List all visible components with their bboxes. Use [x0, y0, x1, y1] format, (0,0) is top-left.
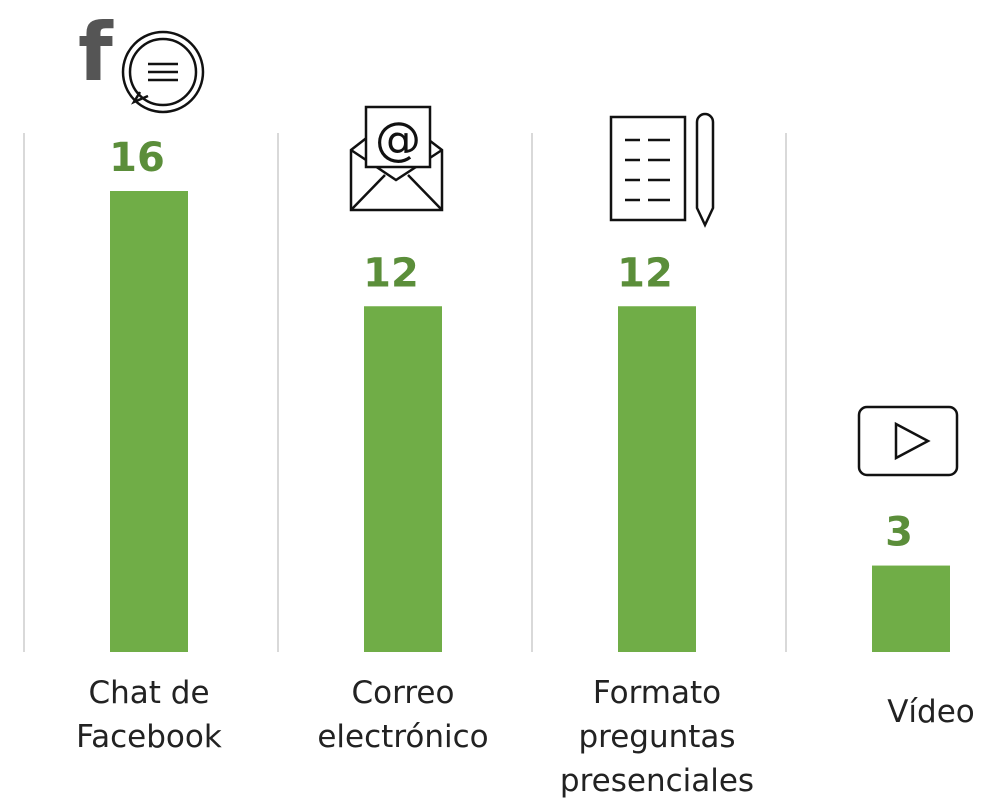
email-icon: @ [349, 105, 444, 212]
value-label: 16 [109, 135, 165, 181]
category-label: Formato preguntas presenciales [559, 675, 755, 799]
svg-text:f: f [78, 6, 114, 99]
svg-text:@: @ [375, 112, 421, 166]
category-label: Chat de Facebook [76, 675, 222, 755]
value-label: 12 [617, 250, 673, 296]
separators [23, 133, 787, 652]
bar [110, 191, 188, 652]
form-icon [609, 112, 715, 228]
category-label: Correo electrónico [317, 675, 489, 755]
value-label: 3 [885, 510, 913, 556]
bar [364, 306, 442, 652]
bar [872, 565, 950, 652]
bar [618, 306, 696, 652]
chat-icon: f [78, 6, 205, 114]
video-icon [857, 405, 959, 477]
value-label: 12 [363, 250, 419, 296]
category-label: Vídeo [887, 694, 975, 730]
